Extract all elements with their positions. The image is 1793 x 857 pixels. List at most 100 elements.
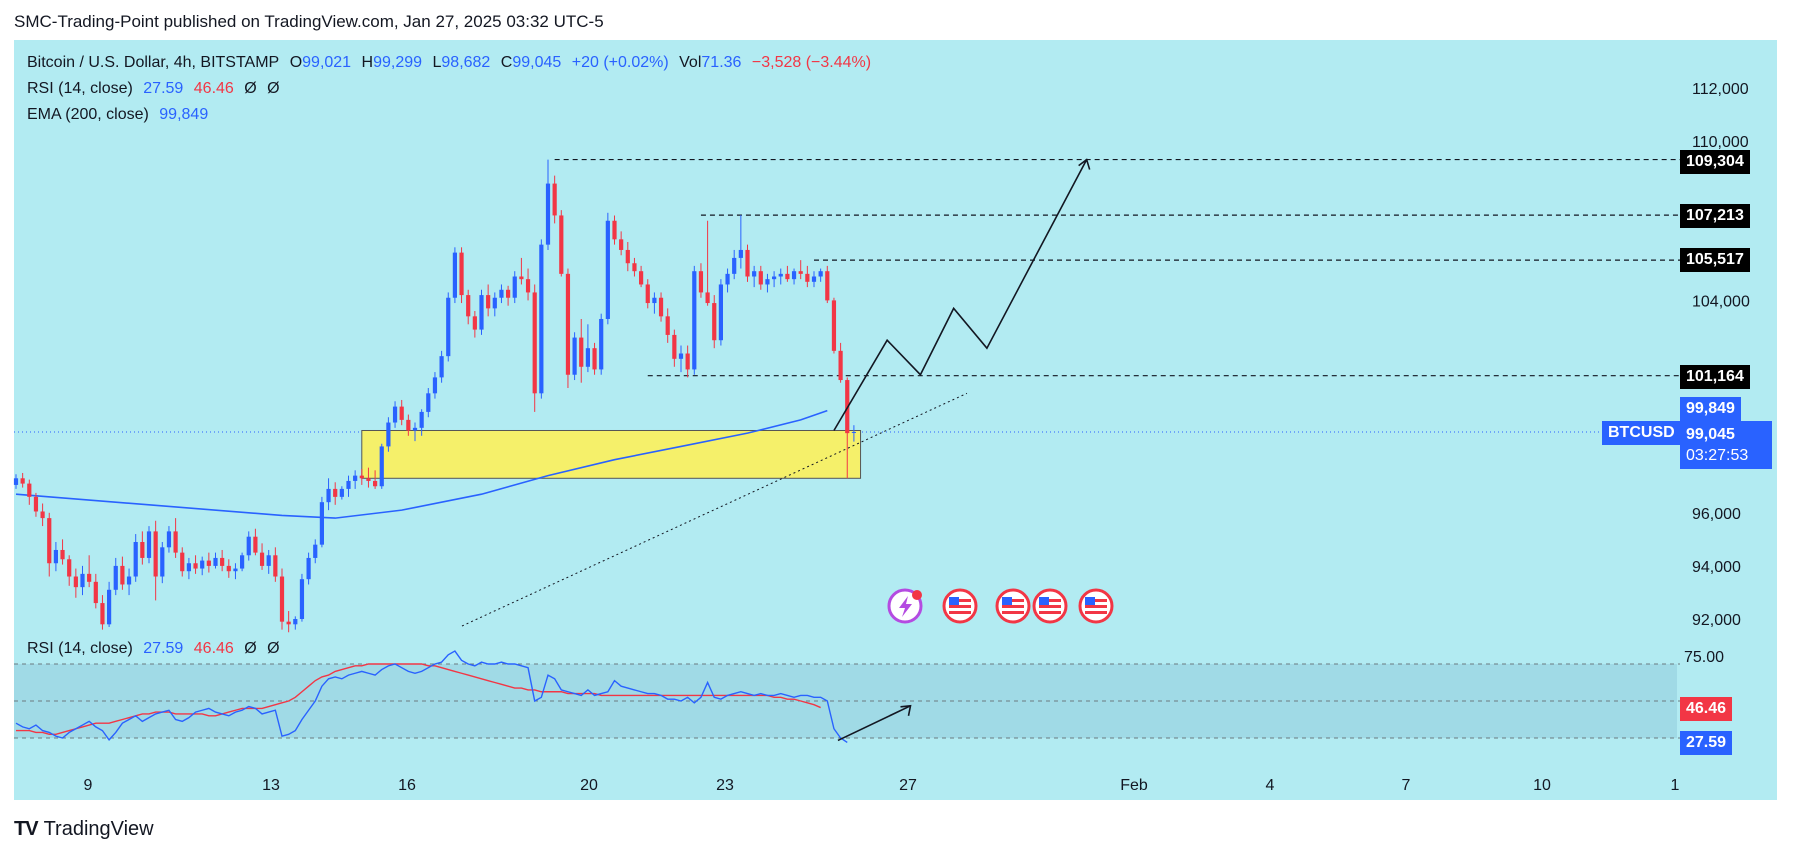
tradingview-brand: TradingView — [43, 818, 154, 840]
candle-body — [818, 271, 823, 277]
candle-body — [585, 348, 590, 367]
trendline-line — [461, 392, 968, 627]
price-axis-label: 110,000 — [1692, 134, 1749, 151]
candle-body — [253, 536, 258, 553]
candle-body — [13, 478, 19, 485]
us-flag-icon[interactable] — [1078, 588, 1114, 624]
ema-legend-label: EMA (200, close) — [27, 106, 149, 123]
candle-body — [293, 619, 298, 625]
candle-body — [479, 295, 484, 330]
candle-body — [439, 356, 444, 378]
last-price: 99,045 — [1686, 426, 1735, 443]
candle-body — [825, 271, 830, 301]
price-axis-label: 112,000 — [1692, 81, 1749, 98]
time-axis[interactable]: 9 13 16 20 23 27 Feb 4 7 10 1 — [84, 777, 1680, 794]
candle-body — [499, 289, 504, 298]
candle-body — [419, 411, 424, 428]
candle-body — [346, 480, 351, 489]
candle-body — [705, 292, 710, 304]
candle-body — [752, 271, 757, 277]
rsi-legend-label: RSI (14, close) — [27, 80, 133, 97]
candle-body — [392, 406, 398, 423]
candle-body — [166, 531, 172, 548]
price-axis-label: 92,000 — [1692, 612, 1741, 629]
candle-body — [266, 555, 271, 566]
candle-body — [685, 353, 690, 370]
candle-body — [27, 483, 32, 497]
candle-body — [652, 297, 657, 304]
rsi-ma-line — [16, 663, 821, 735]
candle-body — [379, 446, 384, 487]
candle-body — [545, 183, 551, 245]
ema-polyline — [15, 409, 828, 519]
candle-body — [446, 297, 451, 357]
bar-countdown: 03:27:53 — [1686, 447, 1749, 464]
projection-path — [833, 158, 1091, 431]
candle-body — [200, 560, 205, 569]
candle-body — [193, 563, 198, 569]
candle-body — [20, 478, 25, 484]
candle-body — [353, 475, 358, 481]
lightning-icon[interactable] — [887, 588, 923, 624]
us-flag-icon[interactable] — [995, 588, 1031, 624]
candle-body — [692, 271, 697, 370]
level-tag-105517: 105,517 — [1680, 248, 1750, 272]
us-flag-icon[interactable] — [1032, 588, 1068, 624]
symbol-title[interactable]: Bitcoin / U.S. Dollar, 4h, BITSTAMP — [27, 54, 280, 71]
level-tag-109304: 109,304 — [1680, 150, 1750, 174]
candle-body — [100, 603, 105, 625]
candle-body — [612, 220, 617, 240]
candle-body — [452, 252, 457, 298]
rsi-pane-label: RSI (14, close) — [27, 640, 133, 657]
rsi-legend-ma: 46.46 — [193, 80, 234, 97]
rsi-legend-extra1: Ø — [244, 80, 257, 97]
ema-legend-value: 99,849 — [159, 106, 209, 123]
candle-body — [772, 276, 777, 280]
candle-body — [213, 557, 218, 566]
ohlc-legend[interactable]: Bitcoin / U.S. Dollar, 4h, BITSTAMP O99,… — [27, 54, 877, 72]
ema-tag: 99,849 — [1680, 397, 1741, 421]
high-value: 99,299 — [373, 54, 423, 71]
time-axis-label: 9 — [84, 777, 93, 794]
candle-body — [107, 589, 112, 625]
trendline — [461, 392, 968, 627]
candle-body — [406, 419, 411, 431]
us-flag-icon[interactable] — [942, 588, 978, 624]
candle-body — [286, 621, 291, 625]
candle-body — [592, 348, 597, 370]
vol-change: −3,528 (−3.44%) — [751, 54, 872, 71]
candle-body — [738, 249, 743, 258]
ema-legend[interactable]: EMA (200, close) 99,849 — [27, 106, 214, 124]
candle-body — [186, 563, 191, 572]
rsi-pane-legend[interactable]: RSI (14, close) 27.59 46.46 Ø Ø — [27, 640, 286, 658]
candle-body — [113, 565, 118, 590]
rsi-pane-ma: 46.46 — [193, 640, 234, 657]
candle-body — [672, 334, 677, 359]
candle-body — [240, 555, 245, 569]
time-axis-label: 1 — [1671, 777, 1680, 794]
time-axis-label: 27 — [899, 777, 917, 794]
candle-body — [40, 511, 45, 519]
candle-body — [632, 263, 637, 272]
candle-body — [47, 518, 52, 564]
tradingview-footer[interactable]: TV TradingView — [14, 818, 154, 841]
candle-body — [798, 271, 803, 274]
candle-body — [306, 557, 311, 580]
candle-body — [399, 406, 404, 420]
price-axis[interactable]: 92,000 94,000 96,000 104,000 110,000 112,000 — [1692, 81, 1750, 629]
candle-body — [93, 581, 98, 604]
candle-body — [472, 316, 477, 330]
projection-line — [833, 159, 1088, 431]
close-value: 99,045 — [512, 54, 562, 71]
open-value: 99,021 — [302, 54, 352, 71]
event-icons[interactable] — [887, 588, 1114, 624]
rsi-legend[interactable]: RSI (14, close) 27.59 46.46 Ø Ø — [27, 80, 286, 98]
candle-body — [539, 244, 544, 394]
candle-body — [665, 316, 670, 335]
time-axis-label: Feb — [1120, 777, 1148, 794]
candle-body — [698, 271, 704, 293]
rsi-pane: 75.00 — [14, 649, 1724, 744]
rsi-projection-arrowhead — [900, 704, 912, 716]
rsi-tag: 27.59 — [1680, 731, 1733, 755]
